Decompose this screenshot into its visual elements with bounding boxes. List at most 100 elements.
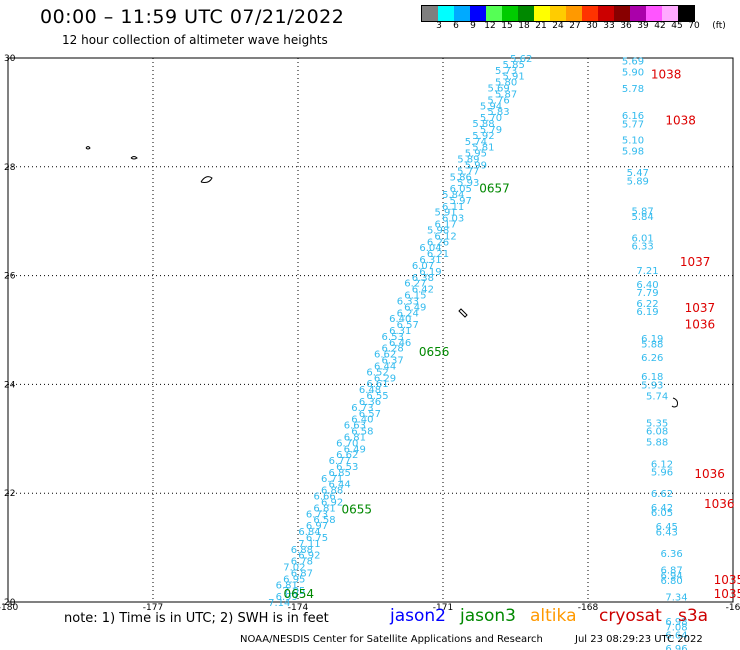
track-time-label: 1038 xyxy=(665,114,696,128)
swh-value-label: 6.84 xyxy=(298,527,320,538)
swh-value-label: 6.38 xyxy=(412,273,434,284)
swh-value-label: 5.35 xyxy=(646,418,668,429)
map-grid xyxy=(7,57,734,603)
swh-value-label: 6.19 xyxy=(641,334,663,345)
swh-value-label: 6.33 xyxy=(397,296,419,307)
legend-swatch xyxy=(486,6,502,21)
island-outline xyxy=(458,308,468,318)
swh-value-label: 6.62 xyxy=(651,489,673,500)
swh-value-label: 6.33 xyxy=(632,242,654,253)
swh-value-label: 5.89 xyxy=(627,176,649,187)
swh-value-label: 5.86 xyxy=(450,172,472,183)
legend-tick-label: 12 xyxy=(484,21,496,31)
map-frame xyxy=(7,57,734,603)
swh-value-label: 5.88 xyxy=(472,119,494,130)
swh-value-label: 5.10 xyxy=(622,136,644,147)
swh-value-label: 6.43 xyxy=(656,527,678,538)
track-time-label: 1035 xyxy=(714,587,740,601)
swh-value-label: 6.31 xyxy=(419,255,441,266)
swh-value-label: 6.57 xyxy=(397,320,419,331)
y-tick-label: 26 xyxy=(4,272,16,282)
swh-value-label: 6.87 xyxy=(291,568,313,579)
x-tick-label: -177 xyxy=(143,603,163,613)
legend-unit: (ft) xyxy=(712,21,726,31)
island-outline xyxy=(200,176,213,183)
island-outline xyxy=(671,397,678,408)
swh-value-label: 6.66 xyxy=(313,492,335,503)
swh-value-label: 5.98 xyxy=(427,225,449,236)
track-time-labels: 0657 0656 0655 0654 1038 1038 1037 1037 1036 1036… xyxy=(284,67,740,601)
track-time-label: 1037 xyxy=(685,301,716,315)
legend-swatch xyxy=(630,6,646,21)
swh-value-label: 7.14 xyxy=(268,598,290,609)
swh-value-label: 5.99 xyxy=(465,160,487,171)
swh-value-label: 6.80 xyxy=(661,576,683,587)
swh-value-label: 6.57 xyxy=(359,409,381,420)
footer-timestamp: Jul 23 08:29:23 UTC 2022 xyxy=(575,634,703,645)
legend-swatch xyxy=(534,6,550,21)
legend-tick-label: 9 xyxy=(470,21,476,31)
swh-value-label: 7.05 xyxy=(283,586,305,597)
swh-value-label: 5.92 xyxy=(472,131,494,142)
swh-value-label: 7.08 xyxy=(665,622,687,633)
swh-value-label: 7.02 xyxy=(283,563,305,574)
swh-value-label: 5.84 xyxy=(632,212,654,223)
swh-value-label: 6.96 xyxy=(665,644,687,650)
swh-value-label: 6.55 xyxy=(366,391,388,402)
swh-value-label: 6.62 xyxy=(374,350,396,361)
chart-subtitle: 12 hour collection of altimeter wave hei… xyxy=(62,33,328,47)
track-time-label: 0654 xyxy=(284,587,315,601)
swh-value-label: 6.05 xyxy=(450,184,472,195)
swh-value-label: 6.19 xyxy=(636,307,658,318)
swh-value-label: 6.77 xyxy=(329,456,351,467)
swh-value-label: 6.71 xyxy=(321,474,343,485)
x-tick-label: -174 xyxy=(288,603,309,613)
swh-track-diagonal: 7.146.997.056.816.956.877.026.786.926.88… xyxy=(268,54,532,609)
swh-value-label: 5.91 xyxy=(435,208,457,219)
swh-value-label: 6.31 xyxy=(389,326,411,337)
swh-value-label: 5.90 xyxy=(622,68,644,79)
swh-value-label: 6.26 xyxy=(641,353,663,364)
legend-swatch xyxy=(438,6,454,21)
legend-tick-label: 6 xyxy=(453,21,459,31)
swh-value-label: 6.94 xyxy=(661,571,683,582)
swh-value-label: 6.42 xyxy=(651,503,673,514)
swh-value-label: 5.70 xyxy=(480,113,502,124)
swh-value-label: 5.69 xyxy=(487,84,509,95)
swh-value-label: 5.88 xyxy=(641,340,663,351)
swh-value-label: 6.70 xyxy=(336,438,358,449)
swh-value-label: 6.52 xyxy=(366,367,388,378)
footer-credit: NOAA/NESDIS Center for Satellite Applica… xyxy=(240,634,543,645)
swh-value-label: 6.15 xyxy=(404,291,426,302)
swh-value-label: 6.92 xyxy=(321,497,343,508)
swh-value-label: 5.95 xyxy=(465,149,487,160)
swh-value-label: 6.18 xyxy=(641,372,663,383)
legend-swatch xyxy=(614,6,630,21)
axis-ticks: -180 -177 -174 -171 -168 -16 30 28 26 24 22 20 xyxy=(0,54,740,613)
track-time-label: 1038 xyxy=(651,67,682,81)
swh-value-label: 5.93 xyxy=(457,178,479,189)
island-outline xyxy=(85,146,91,150)
swh-value-label: 6.40 xyxy=(351,415,373,426)
swh-value-label: 5.79 xyxy=(480,125,502,136)
swh-value-label: 6.28 xyxy=(382,344,404,355)
swh-value-label: 6.08 xyxy=(646,427,668,438)
track-time-label: 1036 xyxy=(685,318,716,332)
swh-value-label: 6.58 xyxy=(351,427,373,438)
swh-value-label: 6.01 xyxy=(632,234,654,245)
swh-value-label: 5.76 xyxy=(487,95,509,106)
x-tick-label: -168 xyxy=(578,603,599,613)
swh-value-label: 6.92 xyxy=(298,551,320,562)
swh-value-label: 6.12 xyxy=(434,231,456,242)
swh-value-label: 5.80 xyxy=(495,78,517,89)
legend-tick-label: 27 xyxy=(569,21,581,31)
swh-value-label: 6.85 xyxy=(329,468,351,479)
legend-swatch xyxy=(502,6,518,21)
legend-swatch xyxy=(678,6,694,21)
legend-swatch xyxy=(454,6,470,21)
sat-jason2: jason2 xyxy=(390,606,446,626)
swh-value-label: 6.11 xyxy=(442,202,464,213)
swh-value-label: 5.87 xyxy=(632,206,654,217)
track-time-label: 0657 xyxy=(479,182,510,196)
track-time-label: 1035 xyxy=(714,573,740,587)
